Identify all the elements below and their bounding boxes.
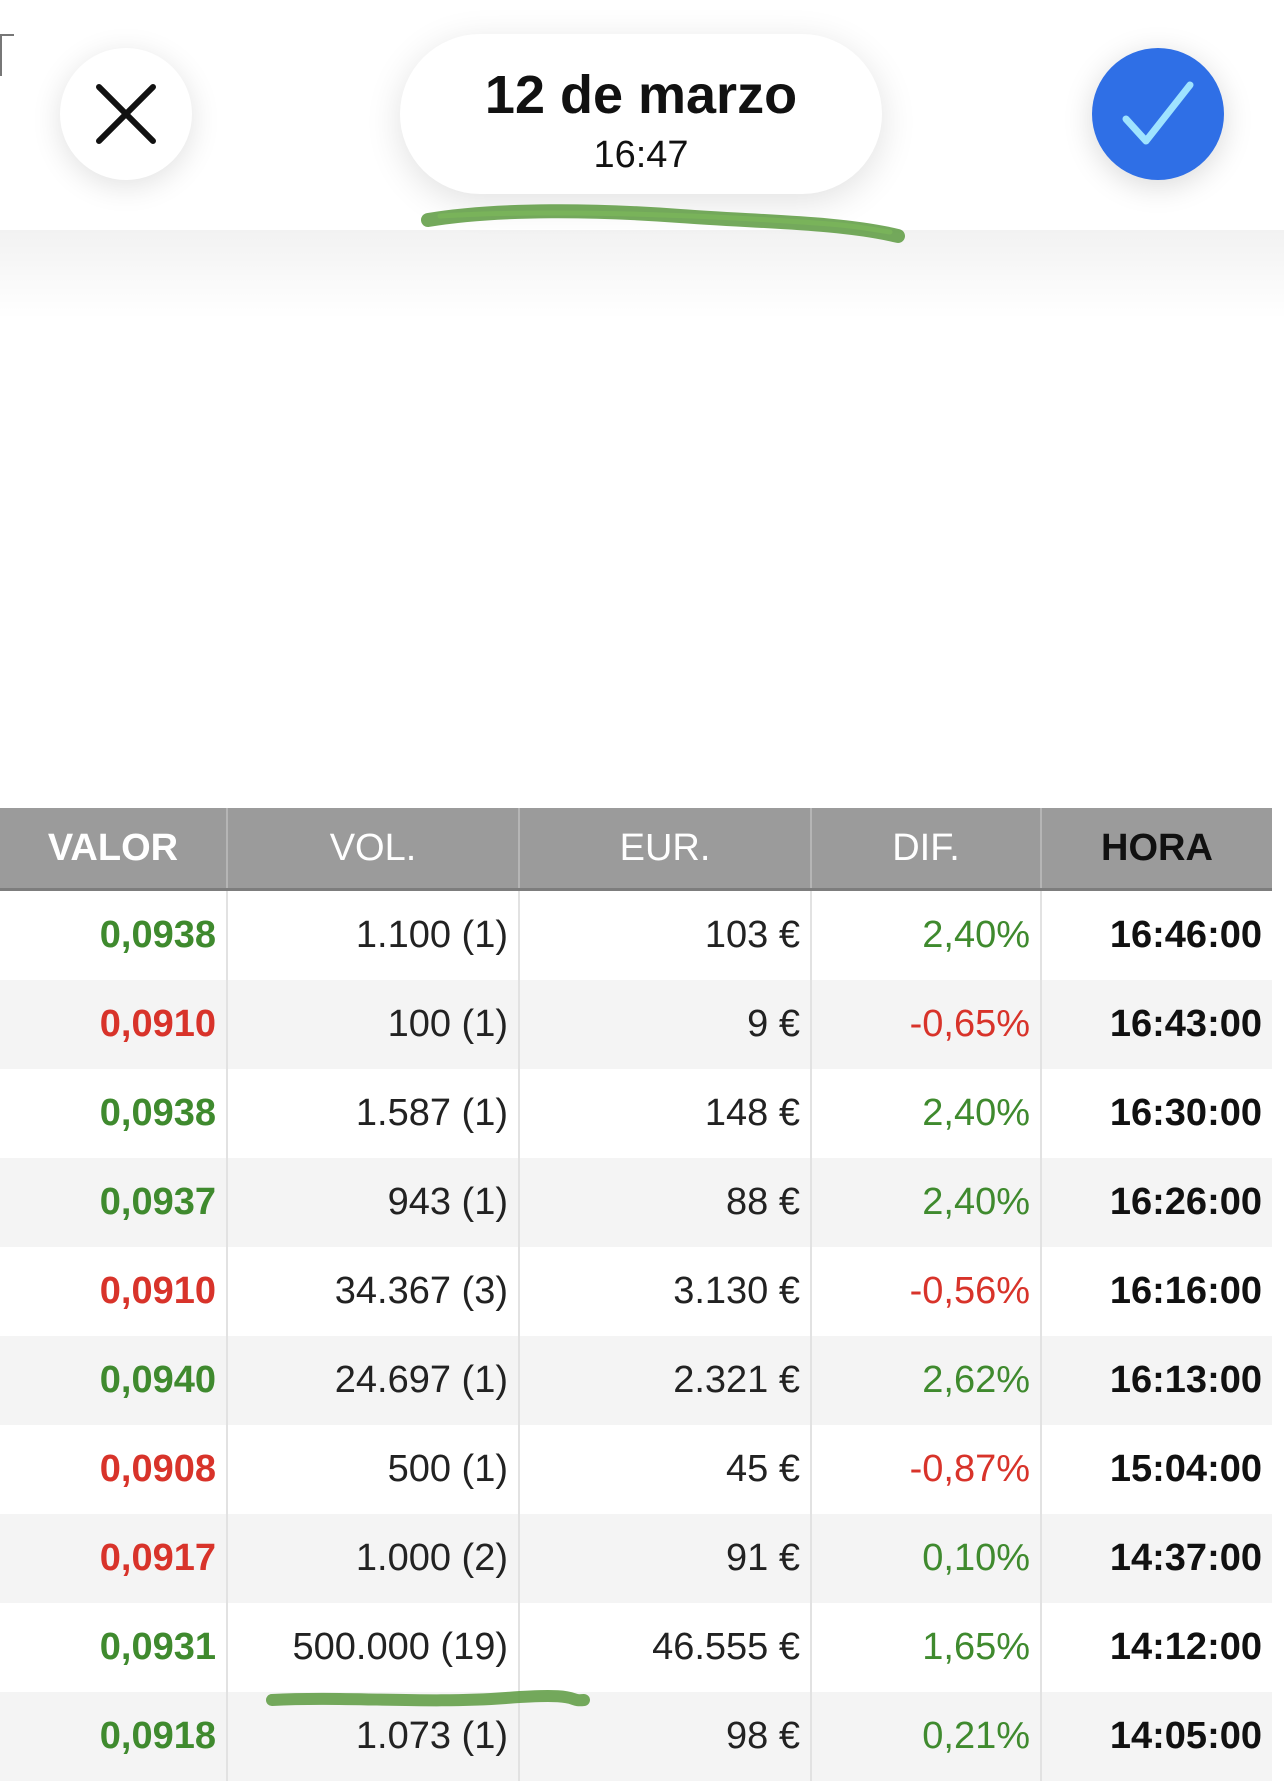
cell-hora: 16:46:00: [1109, 914, 1262, 956]
cell-dif: 2,62%: [812, 1336, 1042, 1425]
checkmark-icon: [1122, 81, 1194, 145]
table-row[interactable]: 0,0908 500 (1) 45 € -0,87% 15:04:00: [0, 1425, 1272, 1514]
cell-eur: 103 €: [520, 891, 812, 980]
green-marker-stroke-top: [421, 204, 905, 243]
cell-valor: 0,0918: [0, 1692, 228, 1781]
close-icon: [96, 84, 156, 144]
top-bar-shadow: [0, 230, 1284, 320]
cell-eur: 98 €: [520, 1692, 812, 1781]
cell-vol: 500 (1): [228, 1425, 520, 1514]
table-row[interactable]: 0,0918 1.073 (1) 98 €0,21% 14:05:00: [0, 1692, 1272, 1781]
background-window-edge: [0, 34, 14, 76]
cell-vol: 1.073 (1): [228, 1692, 520, 1781]
cell-valor: 0,0938: [0, 1069, 228, 1158]
cell-hora: 16:13:00: [1109, 1359, 1262, 1401]
cell-eur: 3.130 €: [520, 1247, 812, 1336]
cell-hora: 16:26:00: [1109, 1181, 1262, 1223]
cell-vol: 943 (1): [228, 1158, 520, 1247]
cell-hora: 16:16:00: [1109, 1270, 1262, 1312]
column-header-dif[interactable]: DIF.: [812, 808, 1042, 888]
cell-valor: 0,0910: [0, 1247, 228, 1336]
cell-eur: 45 €: [520, 1425, 812, 1514]
table-header: VALOR VOL. EUR. DIF. HORA: [0, 808, 1272, 891]
cell-dif: 0,21%: [812, 1692, 1042, 1781]
cell-dif: 2,40%: [812, 1158, 1042, 1247]
column-header-hora[interactable]: HORA: [1101, 827, 1213, 869]
cell-hora: 14:12:00: [1109, 1626, 1262, 1668]
cell-dif: -0,87%: [812, 1425, 1042, 1514]
cell-valor: 0,0938: [0, 891, 228, 980]
cell-hora: 15:04:00: [1109, 1448, 1262, 1490]
table-row[interactable]: 0,0940 24.697 (1) 2.321 €2,62% 16:13:00: [0, 1336, 1272, 1425]
cell-dif: 1,65%: [812, 1603, 1042, 1692]
cell-hora: 14:37:00: [1109, 1537, 1262, 1579]
cell-eur: 46.555 €: [520, 1603, 812, 1692]
cell-vol: 100 (1): [228, 980, 520, 1069]
table-row[interactable]: 0,0938 1.100 (1) 103 €2,40% 16:46:00: [0, 891, 1272, 980]
column-header-eur[interactable]: EUR.: [520, 808, 812, 888]
table-row[interactable]: 0,0910 34.367 (3) 3.130 € -0,56% 16:16:00: [0, 1247, 1272, 1336]
time-label: 16:47: [593, 134, 689, 176]
close-button[interactable]: [60, 48, 192, 180]
cell-vol: 34.367 (3): [228, 1247, 520, 1336]
cell-valor: 0,0917: [0, 1514, 228, 1603]
confirm-button[interactable]: [1092, 48, 1224, 180]
cell-valor: 0,0931: [0, 1603, 228, 1692]
cell-dif: 2,40%: [812, 891, 1042, 980]
table-row[interactable]: 0,0917 1.000 (2) 91 €0,10% 14:37:00: [0, 1514, 1272, 1603]
cell-eur: 148 €: [520, 1069, 812, 1158]
cell-hora: 16:30:00: [1109, 1092, 1262, 1134]
cell-valor: 0,0937: [0, 1158, 228, 1247]
trades-table: VALOR VOL. EUR. DIF. HORA 0,0938 1.100 (1…: [0, 808, 1272, 1781]
green-marker-stroke-bottom: [266, 1690, 590, 1707]
table-row[interactable]: 0,0910 100 (1) 9 € -0,65% 16:43:00: [0, 980, 1272, 1069]
table-row[interactable]: 0,0938 1.587 (1) 148 €2,40% 16:30:00: [0, 1069, 1272, 1158]
cell-eur: 2.321 €: [520, 1336, 812, 1425]
date-label: 12 de marzo: [484, 65, 798, 125]
column-header-valor[interactable]: VALOR: [0, 808, 228, 888]
cell-valor: 0,0940: [0, 1336, 228, 1425]
cell-vol: 1.587 (1): [228, 1069, 520, 1158]
cell-eur: 91 €: [520, 1514, 812, 1603]
cell-dif: 0,10%: [812, 1514, 1042, 1603]
cell-dif: 2,40%: [812, 1069, 1042, 1158]
cell-vol: 500.000 (19): [228, 1603, 520, 1692]
cell-hora: 14:05:00: [1109, 1715, 1262, 1757]
cell-vol: 1.000 (2): [228, 1514, 520, 1603]
cell-eur: 9 €: [520, 980, 812, 1069]
date-time-pill[interactable]: 12 de marzo 16:47: [400, 34, 882, 194]
table-row[interactable]: 0,0931 500.000 (19) 46.555 €1,65% 14:12:00: [0, 1603, 1272, 1692]
cell-vol: 24.697 (1): [228, 1336, 520, 1425]
cell-valor: 0,0910: [0, 980, 228, 1069]
column-header-vol[interactable]: VOL.: [228, 808, 520, 888]
cell-eur: 88 €: [520, 1158, 812, 1247]
cell-dif: -0,56%: [812, 1247, 1042, 1336]
cell-dif: -0,65%: [812, 980, 1042, 1069]
cell-vol: 1.100 (1): [228, 891, 520, 980]
cell-hora: 16:43:00: [1109, 1003, 1262, 1045]
cell-valor: 0,0908: [0, 1425, 228, 1514]
table-row[interactable]: 0,0937 943 (1) 88 €2,40% 16:26:00: [0, 1158, 1272, 1247]
